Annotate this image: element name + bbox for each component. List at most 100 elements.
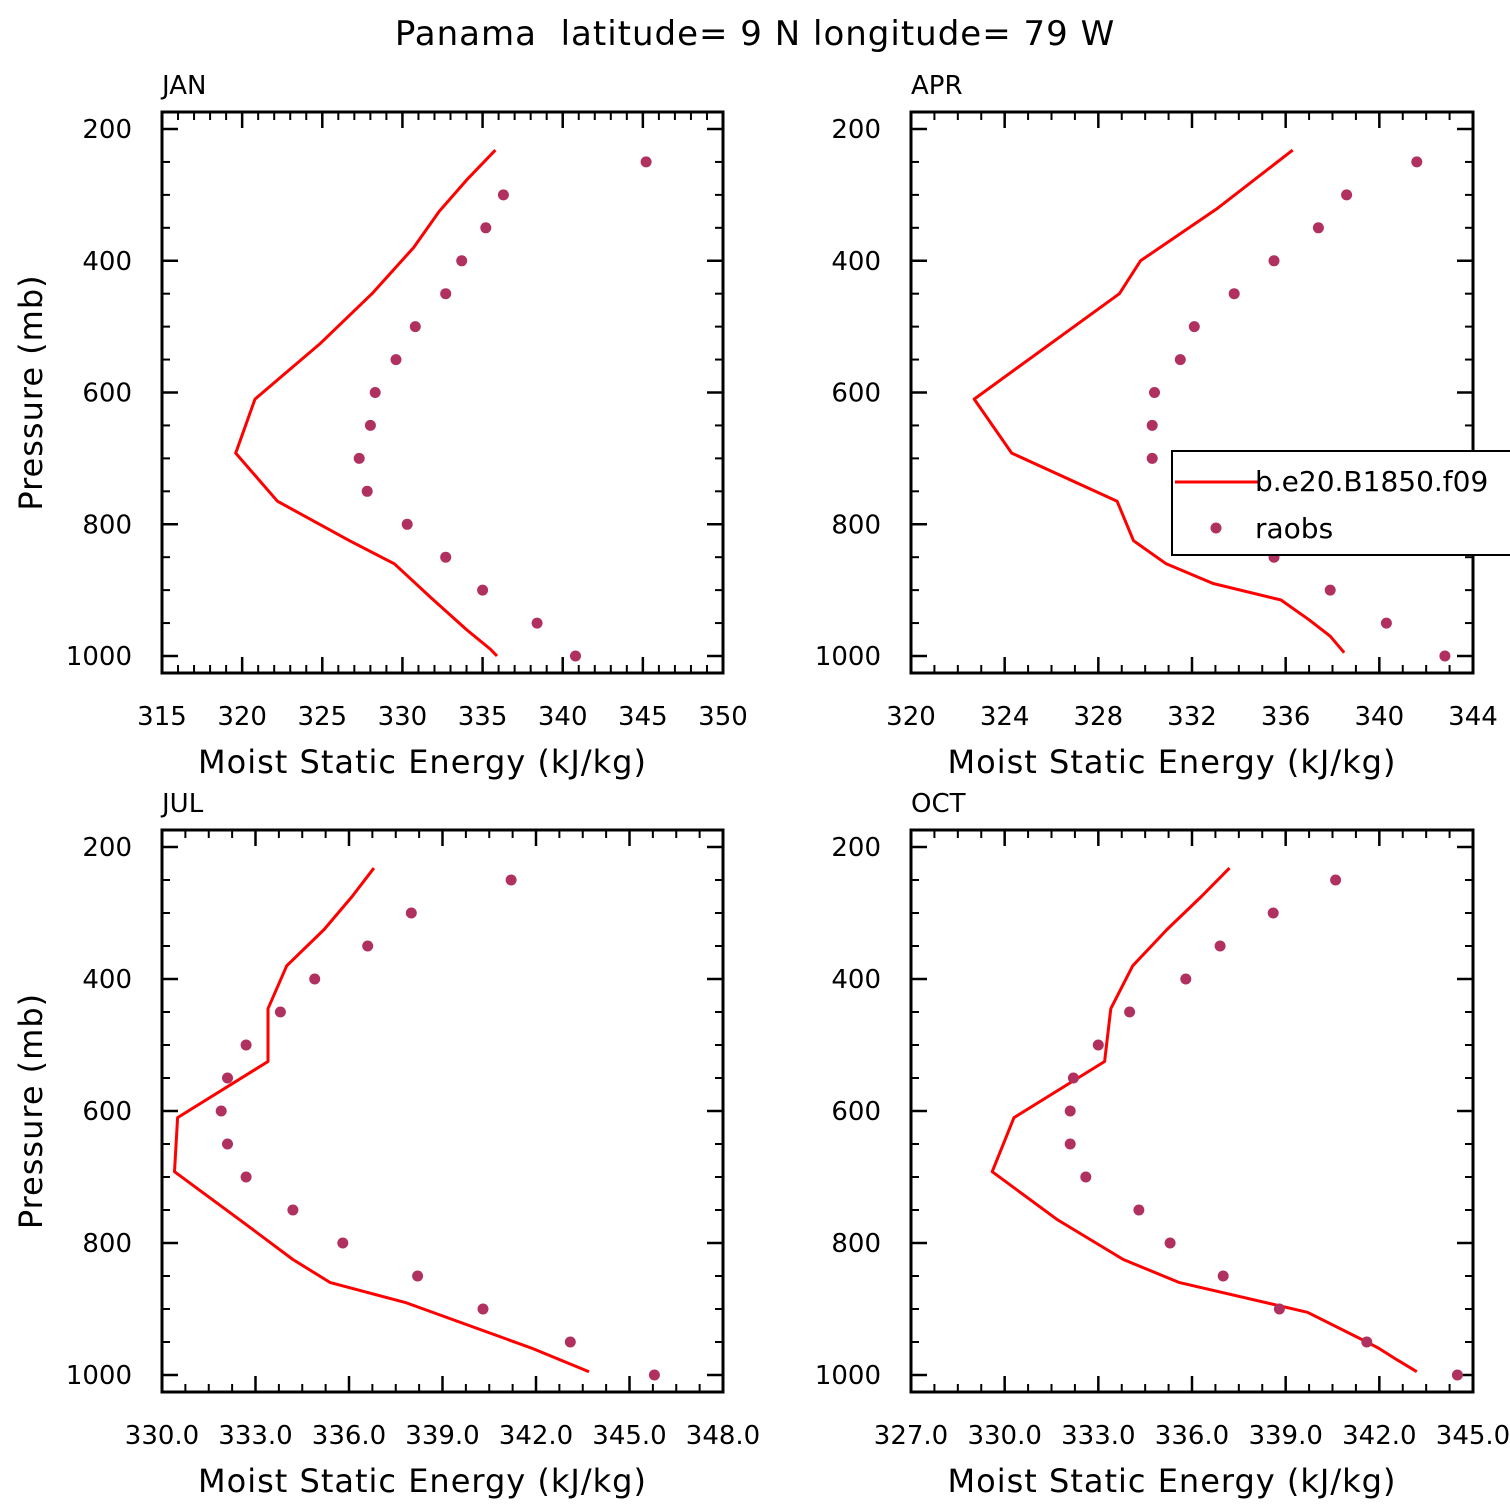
raobs-point: [362, 940, 374, 952]
panel-title: JAN: [160, 71, 206, 101]
raobs-point: [222, 1138, 233, 1150]
raobs-point: [1324, 584, 1336, 596]
raobs-point: [390, 354, 402, 366]
y-tick-label: 600: [82, 1097, 132, 1127]
raobs-point: [240, 1039, 252, 1051]
y-tick-label: 200: [82, 833, 132, 863]
raobs-point: [564, 1336, 576, 1348]
x-tick-label: 330: [378, 702, 428, 732]
y-tick-label: 400: [82, 247, 132, 277]
raobs-point: [1149, 387, 1160, 398]
x-axis-title: Moist Static Energy (kJ/kg): [948, 743, 1397, 781]
raobs-point: [477, 1303, 489, 1315]
raobs-point: [1439, 650, 1451, 662]
raobs-point: [456, 255, 468, 267]
y-tick-label: 400: [82, 965, 132, 995]
y-tick-label: 600: [831, 379, 881, 409]
raobs-point: [364, 419, 376, 431]
raobs-point: [1361, 1336, 1373, 1348]
panel-title: APR: [911, 71, 963, 101]
raobs-point: [1188, 321, 1200, 333]
raobs-point: [440, 551, 452, 563]
plot-frame: [160, 110, 725, 675]
x-tick-label: 333.0: [1061, 1421, 1135, 1451]
y-tick-label: 200: [831, 833, 881, 863]
legend-box: [1171, 450, 1510, 556]
x-axis-title: Moist Static Energy (kJ/kg): [198, 1462, 647, 1500]
y-axis-title: Pressure (mb): [12, 993, 50, 1229]
x-tick-label: 315: [137, 702, 187, 732]
raobs-point: [215, 1105, 227, 1117]
raobs-point: [1217, 1270, 1229, 1282]
figure-title: Panama latitude= 9 N longitude= 79 W: [395, 14, 1115, 54]
raobs-point: [1341, 189, 1353, 201]
raobs-point: [337, 1237, 349, 1249]
raobs-point: [1273, 1303, 1285, 1315]
x-axis-title: Moist Static Energy (kJ/kg): [198, 743, 647, 781]
raobs-point: [480, 222, 492, 234]
raobs-point: [401, 518, 413, 530]
x-tick-label: 333.0: [218, 1421, 292, 1451]
panel-title: JUL: [160, 789, 204, 819]
raobs-point: [1064, 1105, 1076, 1117]
raobs-point: [353, 452, 365, 464]
raobs-point: [531, 617, 543, 629]
raobs-point: [1067, 1072, 1079, 1084]
panels-group: JAN 315 320 325 330 335 340 345 350 200 400 600 800 1…: [12, 71, 1510, 1500]
x-tick-label: 324: [980, 702, 1030, 732]
raobs-point: [222, 1072, 233, 1084]
x-tick-label: 320: [886, 702, 936, 732]
model-series-line: [990, 867, 1418, 1373]
legend-marker-swatch: [1210, 522, 1222, 534]
raobs-point: [1380, 617, 1392, 629]
model-series-line: [234, 149, 499, 658]
x-tick-label: 325: [297, 702, 347, 732]
y-tick-label: 400: [831, 965, 881, 995]
y-tick-label: 1000: [815, 642, 881, 672]
x-tick-label: 330.0: [125, 1421, 199, 1451]
raobs-point: [477, 584, 489, 596]
x-tick-label: 339.0: [1248, 1421, 1322, 1451]
model-series-line: [972, 148, 1346, 654]
y-tick-label: 1000: [66, 1361, 132, 1391]
x-tick-label: 340: [1355, 702, 1405, 732]
raobs-point: [1146, 419, 1158, 431]
y-tick-label: 1000: [66, 642, 132, 672]
raobs-point: [1146, 452, 1158, 464]
model-series-line: [173, 867, 590, 1374]
raobs-point: [1451, 1369, 1463, 1381]
x-tick-label: 339.0: [405, 1421, 479, 1451]
raobs-point: [361, 485, 373, 497]
raobs-point: [309, 973, 321, 985]
raobs-point: [1064, 1138, 1076, 1150]
y-tick-label: 800: [831, 1229, 881, 1259]
y-axis-title: Pressure (mb): [12, 274, 50, 510]
y-tick-label: 200: [831, 115, 881, 145]
raobs-point: [1214, 940, 1226, 952]
panel-title: OCT: [911, 789, 966, 819]
y-tick-label: 800: [831, 510, 881, 540]
plot-frame: [160, 828, 725, 1394]
raobs-point: [1180, 973, 1192, 985]
x-tick-label: 328: [1074, 702, 1124, 732]
raobs-point: [497, 189, 509, 201]
raobs-point: [412, 1270, 424, 1282]
x-tick-label: 330.0: [967, 1421, 1041, 1451]
x-tick-label: 335: [458, 702, 508, 732]
panel-jul: JUL 330.0 333.0 336.0 339.0 342.0 345.0 348.0 20…: [12, 789, 760, 1500]
x-tick-label: 348.0: [686, 1421, 760, 1451]
x-tick-label: 350: [698, 702, 748, 732]
legend-obs-label: raobs: [1255, 512, 1333, 545]
raobs-point: [274, 1006, 286, 1018]
panel-oct: OCT 327.0 330.0 333.0 336.0 339.0 342.0 345.0 20…: [815, 789, 1510, 1500]
plot-frame: [909, 828, 1475, 1394]
raobs-point: [1411, 156, 1423, 168]
x-tick-label: 345.0: [592, 1421, 666, 1451]
raobs-point: [640, 156, 652, 168]
y-tick-label: 200: [82, 115, 132, 145]
raobs-point: [1228, 288, 1240, 300]
raobs-point: [1268, 255, 1280, 267]
x-tick-label: 344: [1448, 702, 1498, 732]
plot-frame: [909, 110, 1475, 675]
